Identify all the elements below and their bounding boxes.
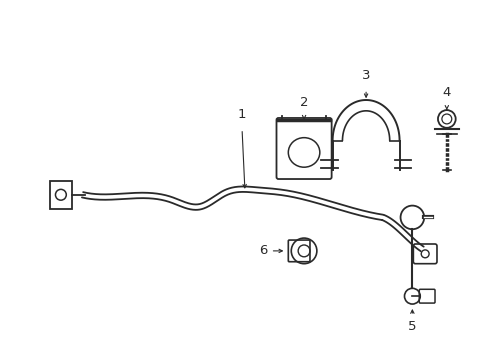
Text: 1: 1 — [237, 108, 246, 121]
Text: 6: 6 — [259, 244, 267, 257]
Text: 3: 3 — [361, 68, 369, 82]
Text: 5: 5 — [407, 320, 416, 333]
Text: 2: 2 — [299, 96, 308, 109]
Text: 4: 4 — [442, 86, 450, 99]
